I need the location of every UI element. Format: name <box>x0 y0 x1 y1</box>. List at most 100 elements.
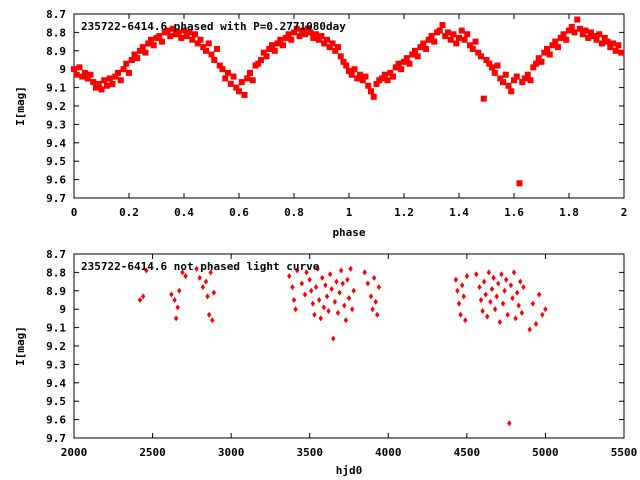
y-tick-label: 9.1 <box>46 322 66 335</box>
data-point <box>365 82 372 89</box>
data-point <box>203 278 209 285</box>
data-point <box>521 284 526 291</box>
data-point <box>340 58 347 65</box>
data-point <box>227 80 234 87</box>
data-point <box>579 31 586 38</box>
data-point <box>467 42 473 49</box>
y-axis-label: I[mag] <box>14 86 27 126</box>
data-point <box>549 42 556 49</box>
y-tick-label: 8.7 <box>46 248 66 261</box>
data-point <box>181 27 187 34</box>
data-point <box>604 38 611 45</box>
data-point <box>288 36 295 43</box>
data-point <box>299 27 306 34</box>
data-point <box>513 73 520 80</box>
data-point <box>236 88 242 95</box>
data-point <box>530 64 537 71</box>
data-point <box>79 73 86 80</box>
y-tick-label: 9.7 <box>46 192 66 205</box>
y-tick-label: 9.3 <box>46 358 66 371</box>
data-point <box>571 29 578 36</box>
data-point <box>200 44 207 51</box>
data-point <box>313 31 319 38</box>
x-tick-label: 1.6 <box>504 206 524 219</box>
data-point <box>463 317 468 324</box>
data-point <box>458 311 463 318</box>
data-point <box>304 269 309 276</box>
data-point <box>335 309 341 316</box>
data-point <box>544 45 550 52</box>
data-point <box>194 265 199 272</box>
data-point <box>475 49 482 56</box>
data-point <box>346 68 352 75</box>
data-point <box>109 80 116 87</box>
data-point <box>423 45 429 52</box>
data-point <box>332 298 338 305</box>
data-point <box>439 22 446 29</box>
data-point <box>541 49 548 56</box>
x-tick-label: 1.4 <box>449 206 469 219</box>
data-point <box>307 29 314 36</box>
data-point <box>527 326 532 333</box>
data-point <box>216 62 223 69</box>
y-tick-label: 9 <box>59 303 66 316</box>
data-point <box>508 88 515 95</box>
data-series <box>137 265 548 427</box>
data-point <box>601 34 608 41</box>
data-point <box>211 57 218 63</box>
data-point <box>524 71 531 78</box>
data-point <box>115 69 121 76</box>
chart-panel-1: 8.7 8.8 8.9 9 9.1 9.2 9.3 9.4 9.5 9.6 9.7 0 0.2 0.4 0.… <box>14 8 627 239</box>
data-point <box>516 180 523 187</box>
data-point <box>90 79 97 86</box>
data-point <box>247 69 253 76</box>
data-point <box>514 289 520 296</box>
data-point <box>98 86 105 93</box>
data-point <box>309 287 314 294</box>
data-point <box>507 420 512 427</box>
data-point <box>142 49 149 56</box>
data-point <box>362 73 369 80</box>
data-point <box>334 278 339 285</box>
data-point <box>536 291 542 298</box>
data-point <box>282 34 289 41</box>
data-point <box>368 293 374 300</box>
data-point <box>485 313 490 320</box>
data-point <box>307 276 312 283</box>
data-point <box>137 47 143 54</box>
data-point <box>197 36 204 43</box>
data-point <box>494 62 501 69</box>
data-point <box>244 75 251 82</box>
data-point <box>412 47 418 54</box>
data-point <box>287 273 292 280</box>
chart-title: 235722-6414.6 phased with P=0.2771080day <box>81 20 346 33</box>
data-point <box>492 306 498 313</box>
data-point <box>351 66 358 73</box>
data-point <box>607 44 614 51</box>
data-point <box>321 40 328 47</box>
data-point <box>381 71 388 78</box>
data-point <box>599 40 605 47</box>
data-point <box>538 58 545 65</box>
data-point <box>164 27 171 34</box>
data-point <box>469 45 476 52</box>
data-point <box>87 71 94 78</box>
chart-title: 235722-6414.6 not phased light curve <box>81 260 320 273</box>
data-point <box>200 284 206 291</box>
data-point <box>271 47 278 54</box>
data-point <box>76 64 83 71</box>
data-point <box>167 33 174 40</box>
data-point <box>348 265 353 272</box>
data-point <box>302 31 308 38</box>
y-tick-label: 9.5 <box>46 155 66 168</box>
data-point <box>73 71 80 78</box>
data-point <box>104 82 110 89</box>
data-point <box>106 75 113 82</box>
data-point <box>139 44 146 51</box>
data-point <box>291 29 297 36</box>
data-point <box>258 57 264 63</box>
data-point <box>354 75 361 82</box>
data-point <box>486 269 492 276</box>
data-point <box>101 77 108 84</box>
